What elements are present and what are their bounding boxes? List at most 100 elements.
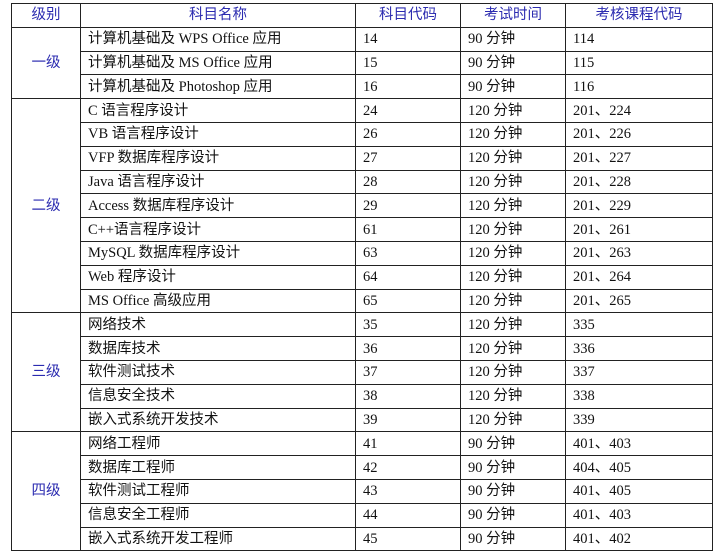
subject-code-cell: 45 (355, 526, 461, 552)
exam-time-cell: 90 分钟 (460, 502, 566, 528)
exam-time-cell: 120 分钟 (460, 288, 566, 314)
header-row: 级别 科目名称 科目代码 考试时间 考核课程代码 (11, 3, 713, 28)
exam-time-cell: 90 分钟 (460, 431, 566, 457)
course-codes-cell: 404、405 (565, 455, 713, 480)
subject-name-cell: Access 数据库程序设计 (80, 193, 356, 219)
subject-name-cell: 信息安全技术 (80, 383, 356, 409)
table-row: 计算机基础及 Photoshop 应用 16 90 分钟 116 (12, 74, 713, 100)
exam-time-cell: 90 分钟 (460, 74, 566, 100)
subject-code-cell: 41 (355, 431, 461, 457)
subject-code-cell: 38 (355, 383, 461, 409)
table-row: 软件测试工程师 43 90 分钟 401、405 (12, 478, 713, 504)
subject-code-cell: 43 (355, 478, 461, 504)
exam-time-cell: 90 分钟 (460, 478, 566, 504)
subject-code-cell: 28 (355, 169, 461, 195)
course-codes-cell: 201、228 (565, 169, 713, 195)
exam-time-cell: 90 分钟 (460, 50, 566, 76)
course-codes-cell: 201、261 (565, 217, 713, 242)
course-codes-cell: 401、402 (565, 526, 713, 552)
table-row: Access 数据库程序设计 29 120 分钟 201、229 (12, 193, 713, 219)
subject-code-cell: 15 (355, 50, 461, 76)
subject-name-cell: 数据库工程师 (80, 455, 356, 480)
course-codes-cell: 201、227 (565, 145, 713, 171)
subject-name-cell: 网络技术 (80, 312, 356, 338)
course-codes-cell: 201、264 (565, 264, 713, 290)
subject-code-cell: 37 (355, 359, 461, 385)
subject-name-cell: Web 程序设计 (80, 264, 356, 290)
subject-code-cell: 63 (355, 240, 461, 266)
exam-time-cell: 120 分钟 (460, 264, 566, 290)
exam-time-cell: 90 分钟 (460, 26, 566, 52)
table-row: 数据库技术 36 120 分钟 336 (12, 336, 713, 361)
subject-code-cell: 24 (355, 98, 461, 123)
subject-name-cell: 计算机基础及 WPS Office 应用 (80, 26, 356, 52)
subject-name-cell: 网络工程师 (80, 431, 356, 457)
subject-code-cell: 35 (355, 312, 461, 338)
header-subject-code: 科目代码 (355, 3, 461, 28)
table-row: Web 程序设计 64 120 分钟 201、264 (12, 264, 713, 290)
course-codes-cell: 339 (565, 407, 713, 433)
subject-name-cell: MS Office 高级应用 (80, 288, 356, 314)
subject-name-cell: VFP 数据库程序设计 (80, 145, 356, 171)
course-codes-cell: 337 (565, 359, 713, 385)
subject-code-cell: 14 (355, 26, 461, 52)
subject-code-cell: 27 (355, 145, 461, 171)
subject-name-cell: 计算机基础及 MS Office 应用 (80, 50, 356, 76)
subject-code-cell: 44 (355, 502, 461, 528)
header-subject-name: 科目名称 (80, 3, 356, 28)
course-codes-cell: 114 (565, 26, 713, 52)
subject-name-cell: 嵌入式系统开发工程师 (80, 526, 356, 552)
subject-name-cell: 软件测试技术 (80, 359, 356, 385)
course-codes-cell: 401、403 (565, 502, 713, 528)
course-codes-cell: 336 (565, 336, 713, 361)
subject-name-cell: Java 语言程序设计 (80, 169, 356, 195)
exam-time-cell: 120 分钟 (460, 98, 566, 123)
course-codes-cell: 201、224 (565, 98, 713, 123)
exam-time-cell: 120 分钟 (460, 169, 566, 195)
exam-time-cell: 120 分钟 (460, 383, 566, 409)
table-row: 三级 网络技术 35 120 分钟 335 (11, 312, 713, 433)
exam-time-cell: 120 分钟 (460, 193, 566, 219)
subject-code-cell: 42 (355, 455, 461, 480)
subject-name-cell: 软件测试工程师 (80, 478, 356, 504)
course-codes-cell: 201、226 (565, 121, 713, 147)
exam-time-cell: 120 分钟 (460, 359, 566, 385)
table-row: MySQL 数据库程序设计 63 120 分钟 201、263 (12, 240, 713, 266)
subject-name-cell: 信息安全工程师 (80, 502, 356, 528)
course-codes-cell: 115 (565, 50, 713, 76)
subject-code-cell: 61 (355, 217, 461, 242)
subject-name-cell: VB 语言程序设计 (80, 121, 356, 147)
course-codes-cell: 401、405 (565, 478, 713, 504)
subject-code-cell: 26 (355, 121, 461, 147)
course-codes-cell: 201、263 (565, 240, 713, 266)
exam-time-cell: 120 分钟 (460, 145, 566, 171)
course-codes-cell: 335 (565, 312, 713, 338)
level-cell: 一级 (11, 26, 81, 100)
header-exam-time: 考试时间 (460, 3, 566, 28)
exam-subjects-table: 级别 科目名称 科目代码 考试时间 考核课程代码 一级 计算机基础及 WPS Of… (11, 3, 713, 552)
table-row: Java 语言程序设计 28 120 分钟 201、228 (12, 169, 713, 195)
level-cell: 二级 (11, 98, 81, 314)
table-row: 二级 C 语言程序设计 24 120 分钟 201、224 (11, 98, 713, 314)
table-row: MS Office 高级应用 65 120 分钟 201、265 (12, 288, 713, 314)
subject-name-cell: 嵌入式系统开发技术 (80, 407, 356, 433)
exam-time-cell: 120 分钟 (460, 240, 566, 266)
table-row: 软件测试技术 37 120 分钟 337 (12, 359, 713, 385)
course-codes-cell: 201、265 (565, 288, 713, 314)
subject-name-cell: 数据库技术 (80, 336, 356, 361)
course-codes-cell: 201、229 (565, 193, 713, 219)
table-row: VB 语言程序设计 26 120 分钟 201、226 (12, 121, 713, 147)
course-codes-cell: 401、403 (565, 431, 713, 457)
course-codes-cell: 338 (565, 383, 713, 409)
exam-time-cell: 90 分钟 (460, 455, 566, 480)
exam-time-cell: 120 分钟 (460, 121, 566, 147)
table-row: 信息安全工程师 44 90 分钟 401、403 (12, 502, 713, 528)
course-codes-cell: 116 (565, 74, 713, 100)
table-row: VFP 数据库程序设计 27 120 分钟 201、227 (12, 145, 713, 171)
subject-name-cell: C++语言程序设计 (80, 217, 356, 242)
level-cell: 四级 (11, 431, 81, 552)
level-cell: 三级 (11, 312, 81, 433)
exam-time-cell: 90 分钟 (460, 526, 566, 552)
table-row: 一级 计算机基础及 WPS Office 应用 14 90 分钟 114 (11, 26, 713, 100)
subject-name-cell: MySQL 数据库程序设计 (80, 240, 356, 266)
